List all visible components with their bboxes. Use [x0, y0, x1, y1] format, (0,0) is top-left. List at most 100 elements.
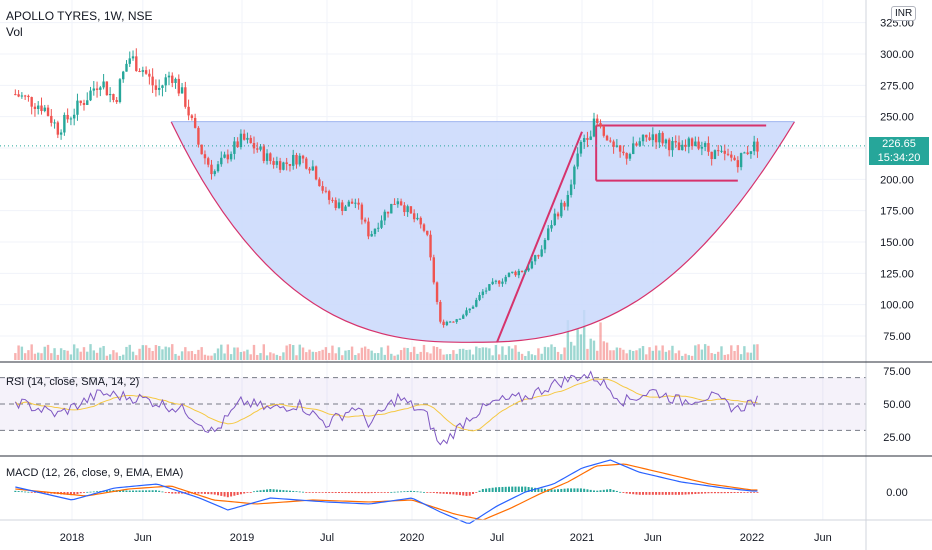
candle-body [357, 202, 360, 205]
time-tick-label: 2019 [230, 532, 254, 544]
volume-bar [46, 344, 50, 360]
volume-bar [350, 346, 354, 360]
candle-body [697, 141, 700, 149]
macd-histogram-bar [449, 492, 452, 495]
macd-histogram-bar [422, 491, 425, 493]
candle-body [128, 58, 131, 64]
macd-histogram-bar [642, 492, 645, 495]
volume-bar [622, 349, 625, 360]
volume-bar [337, 347, 341, 360]
macd-histogram-bar [292, 490, 295, 492]
macd-histogram-bar [269, 489, 272, 492]
volume-bar [641, 346, 645, 360]
volume-bar [193, 354, 197, 360]
last-price-value: 226.65 [882, 138, 916, 150]
volume-bar [736, 345, 740, 360]
volume-bar [108, 354, 112, 360]
volume-bar [148, 347, 151, 360]
symbol-title[interactable]: APOLLO TYRES, 1W, NSE [6, 9, 153, 23]
volume-bar [357, 353, 360, 360]
candle-body [749, 151, 753, 155]
candle-body [367, 221, 370, 237]
time-tick-label: Jun [644, 532, 662, 544]
volume-bar [239, 351, 243, 360]
volume-bar [390, 353, 393, 360]
macd-histogram-bar [96, 491, 99, 493]
candle-body [105, 81, 109, 96]
candle-body [739, 153, 743, 168]
macd-histogram-bar [285, 490, 288, 492]
candle-body [618, 145, 622, 152]
macd-histogram-bar [592, 490, 595, 492]
volume-bar [553, 346, 556, 360]
candle-body [135, 56, 138, 72]
volume-bar [292, 345, 295, 360]
candle-body [566, 194, 570, 207]
macd-histogram-bar [651, 492, 654, 495]
candle-body [314, 166, 318, 180]
candle-body [321, 186, 324, 191]
macd-histogram-bar [491, 487, 494, 492]
macd-histogram-bar [396, 491, 399, 493]
candle-body [233, 141, 236, 154]
macd-histogram-bar [387, 492, 390, 493]
macd-histogram-bar [92, 491, 95, 493]
volume-bar [249, 354, 252, 360]
volume-bar [569, 341, 573, 360]
macd-histogram-bar [432, 492, 435, 493]
candle-body [707, 143, 710, 152]
candle-body [184, 87, 187, 107]
cup-curve [170, 121, 796, 343]
volume-bar [478, 348, 481, 360]
price-tick-label: 175.00 [880, 206, 914, 218]
volume-bar [383, 354, 386, 360]
macd-histogram-bar [736, 492, 739, 493]
macd-histogram-bar [664, 492, 667, 495]
candle-body [305, 158, 308, 169]
macd-histogram-bar [511, 486, 514, 492]
volume-bar [432, 346, 435, 360]
macd-tick-label: 0.00 [886, 487, 907, 499]
candle-body [488, 284, 491, 291]
volume-bar [484, 347, 488, 360]
candle-body [435, 282, 439, 302]
candle-body [681, 144, 684, 151]
volume-bar [746, 352, 749, 360]
volume-bar [648, 347, 651, 360]
macd-histogram-bar [223, 492, 226, 497]
macd-histogram-bar [746, 492, 749, 493]
time-tick-label: 2020 [400, 532, 424, 544]
macd-histogram-bar [217, 492, 220, 496]
volume-bar [399, 350, 403, 360]
volume-bar [334, 353, 337, 360]
volume-bar [416, 353, 419, 360]
volume-bar [236, 347, 239, 360]
volume-bar [50, 353, 53, 360]
macd-histogram-bar [226, 492, 229, 498]
volume-bar [265, 355, 269, 360]
currency-badge[interactable]: INR [891, 6, 917, 21]
macd-histogram-bar [485, 488, 488, 492]
candle-body [69, 118, 73, 120]
volume-bar [599, 322, 602, 360]
candle-body [700, 146, 704, 149]
volume-bar [687, 355, 690, 360]
candle-body [710, 151, 713, 160]
candle-body [501, 281, 504, 284]
price-tick-label: 200.00 [880, 174, 914, 186]
volume-bar [462, 348, 465, 360]
volume-bar [207, 355, 210, 360]
macd-histogram-bar [658, 492, 661, 495]
volume-bar [278, 355, 282, 360]
volume-bar [102, 346, 105, 360]
volume-bar [671, 345, 674, 360]
macd-histogram-bar [145, 490, 148, 492]
macd-histogram-bar [135, 490, 138, 492]
volume-bar [154, 345, 158, 360]
candle-body [288, 164, 292, 166]
macd-histogram-bar [481, 489, 484, 492]
volume-label[interactable]: Vol [6, 25, 23, 39]
price-tick-label: 250.00 [880, 112, 914, 124]
volume-bar [612, 350, 615, 360]
